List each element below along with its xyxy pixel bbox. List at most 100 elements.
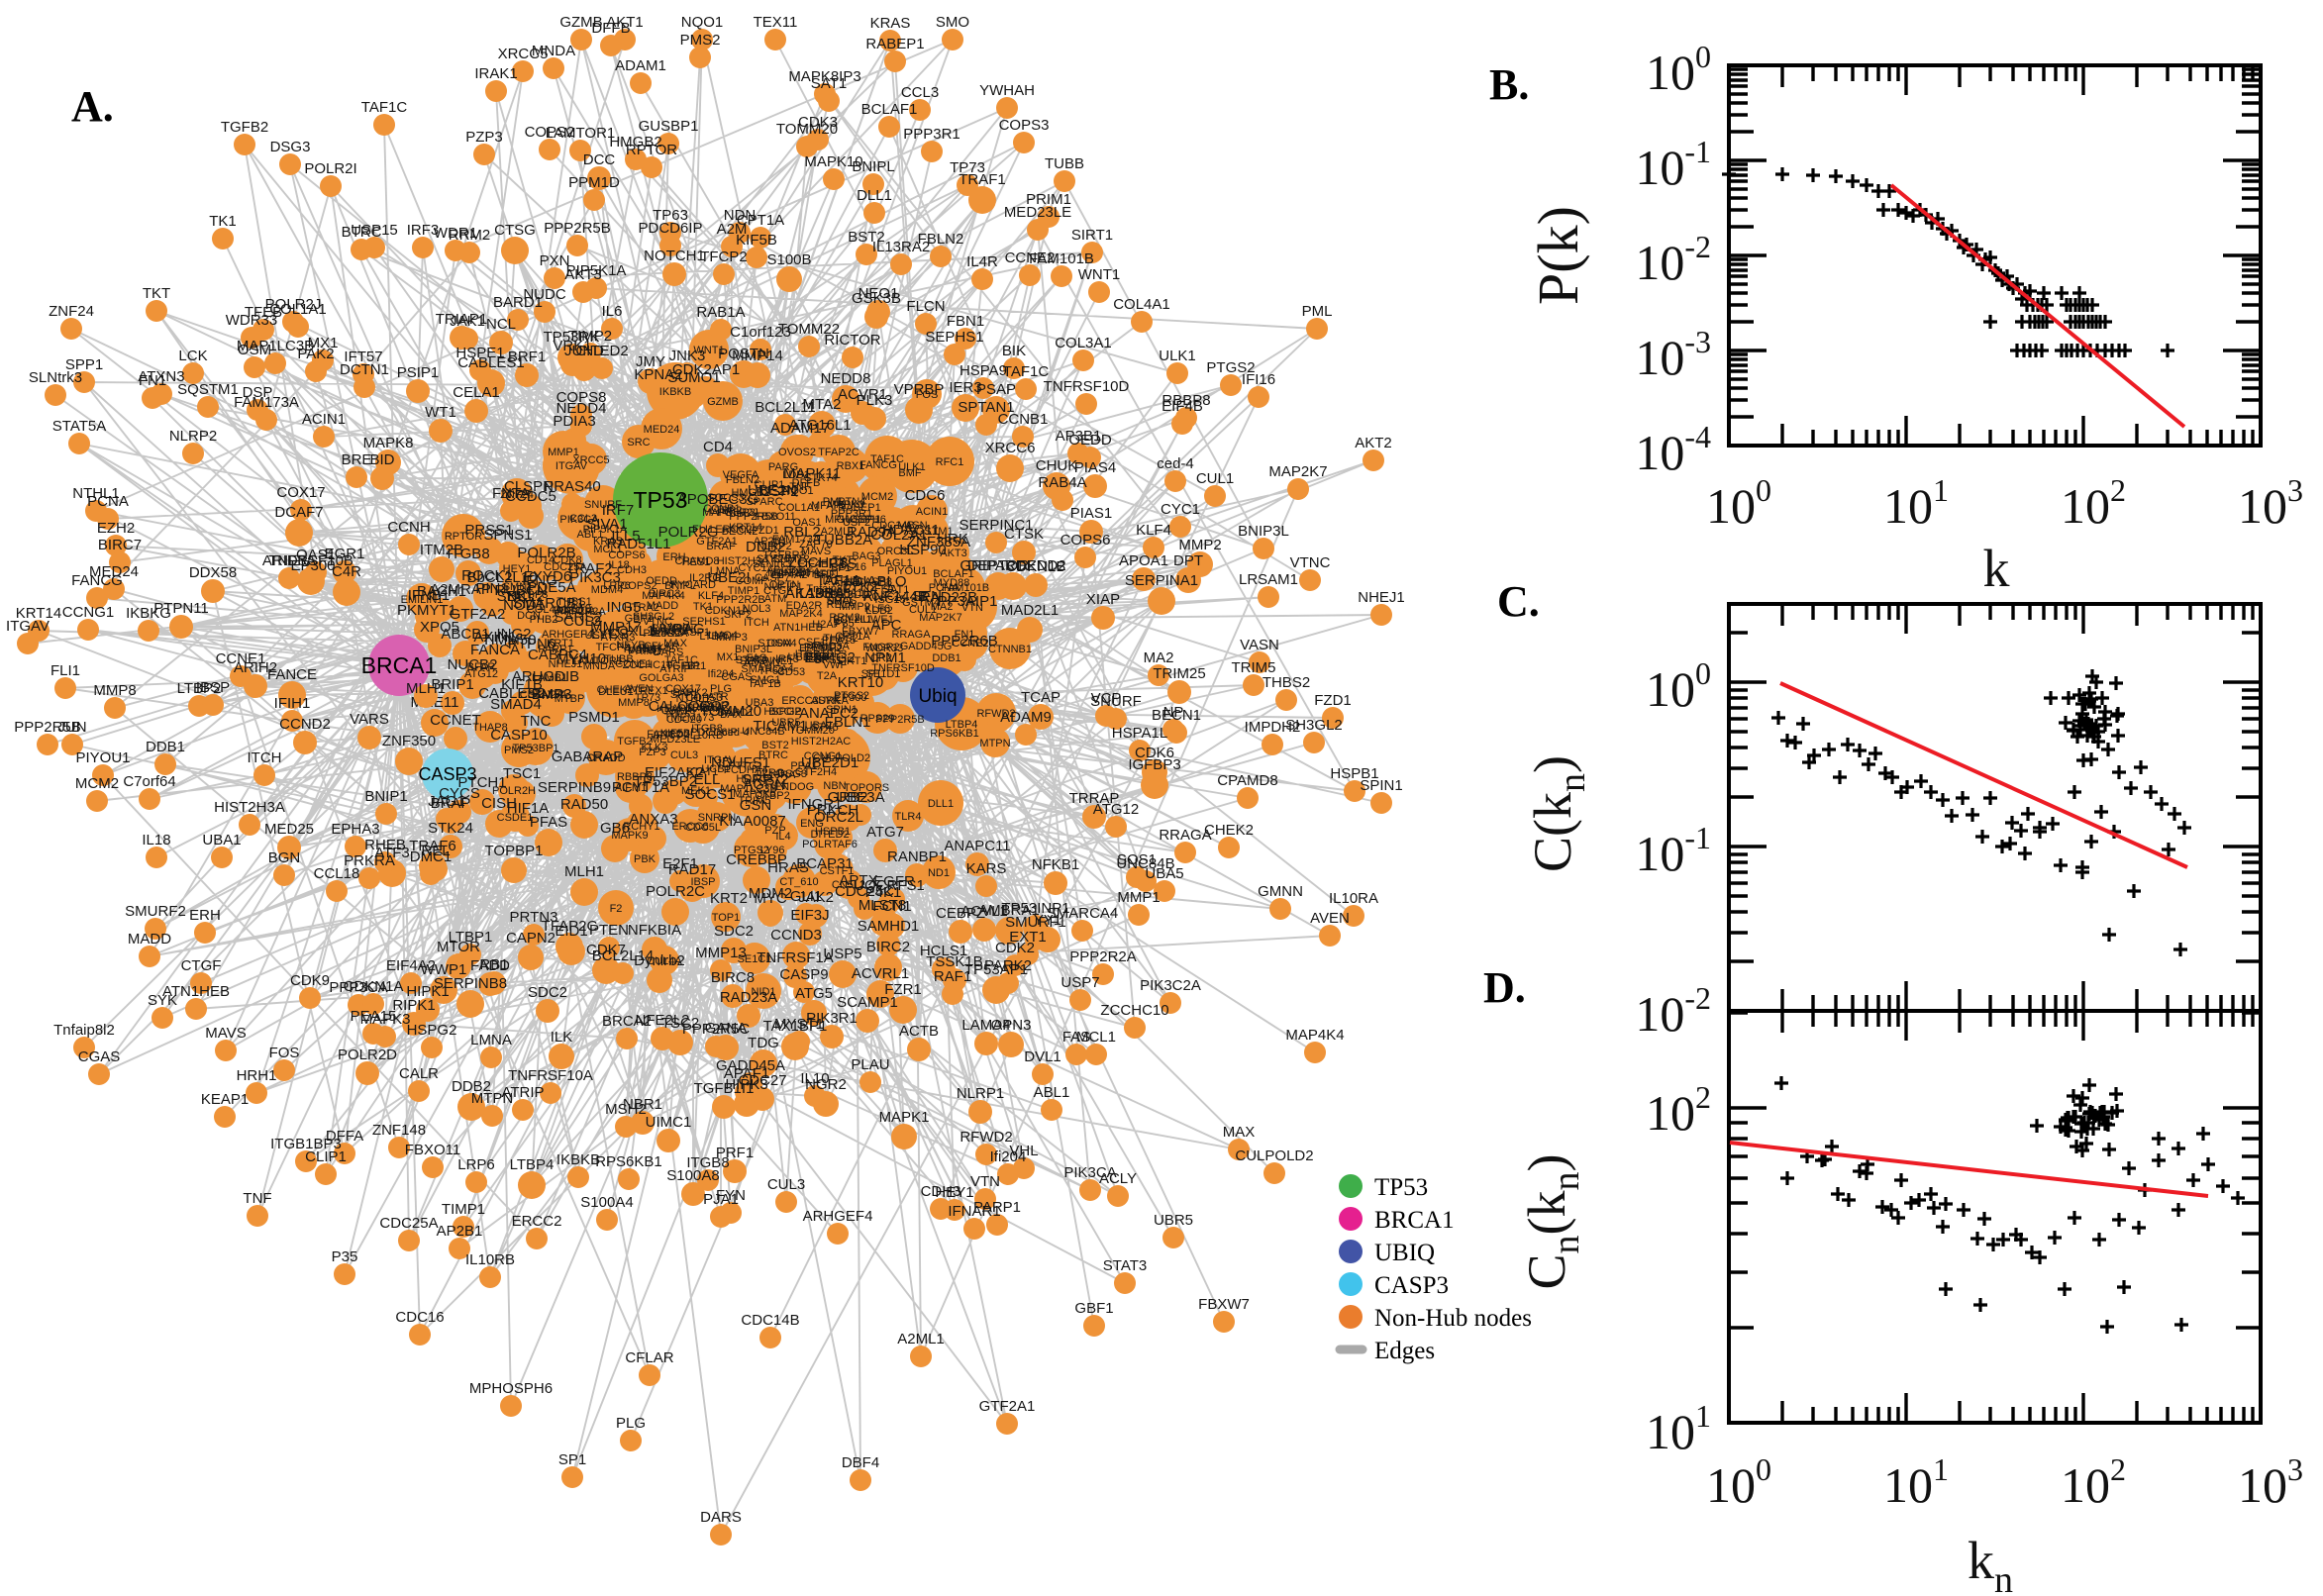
svg-text:IL2RG: IL2RG [689,572,721,584]
svg-text:TGFB2: TGFB2 [221,119,268,136]
svg-text:MYD88: MYD88 [934,577,970,589]
svg-text:UIMC1: UIMC1 [646,1114,692,1131]
svg-text:GSTM4: GSTM4 [902,597,940,609]
svg-text:PIK3C2A: PIK3C2A [643,628,688,640]
svg-text:TIMP1: TIMP1 [728,585,759,597]
svg-text:DSP: DSP [243,384,273,401]
svg-text:VTNC: VTNC [643,616,672,628]
svg-text:THBS2: THBS2 [823,633,858,645]
svg-text:CCL18: CCL18 [314,865,360,882]
svg-text:TREX1: TREX1 [633,685,667,697]
svg-text:USP15: USP15 [661,705,696,717]
svg-text:TRIM25: TRIM25 [1153,665,1205,682]
svg-text:CTGF: CTGF [763,585,793,597]
svg-text:HSPB1: HSPB1 [1330,765,1378,782]
svg-text:PDCD6IP: PDCD6IP [690,727,738,739]
svg-text:KEAP1: KEAP1 [201,1091,249,1108]
svg-text:FBXW7: FBXW7 [1198,1296,1250,1313]
svg-text:NLRP1: NLRP1 [957,1085,1004,1102]
svg-text:TOPORS: TOPORS [844,782,889,794]
svg-text:TRAF1: TRAF1 [959,171,1006,188]
svg-text:POLR2B: POLR2B [517,545,575,561]
svg-text:BRIP1: BRIP1 [431,676,473,693]
svg-text:NTHL1: NTHL1 [72,485,120,502]
svg-text:TSC2: TSC2 [661,1015,699,1032]
svg-text:MAP1LC3B: MAP1LC3B [237,338,314,354]
svg-text:SMARCB1: SMARCB1 [513,595,585,612]
svg-text:IFNAR1: IFNAR1 [948,1203,1000,1220]
svg-text:ACIN1: ACIN1 [916,506,948,518]
svg-text:SUMO1: SUMO1 [667,369,720,386]
svg-text:SPP1: SPP1 [670,689,698,701]
svg-text:IL10: IL10 [800,1070,829,1087]
svg-text:ADAM17: ADAM17 [770,420,830,437]
svg-text:PIAS4: PIAS4 [1074,459,1117,476]
svg-text:PMS2: PMS2 [504,745,534,756]
svg-text:FN1: FN1 [139,372,166,389]
svg-text:PLAU: PLAU [851,1056,889,1073]
svg-text:BNIP1: BNIP1 [364,788,407,805]
svg-text:FADD: FADD [470,957,510,974]
svg-text:PDE10A: PDE10A [554,605,596,617]
svg-text:BRCA1: BRCA1 [361,652,438,678]
svg-text:PTGS2: PTGS2 [734,845,769,856]
svg-text:NFYB: NFYB [616,640,645,651]
svg-text:IL10RA: IL10RA [759,769,796,781]
svg-text:SPP1: SPP1 [65,356,103,373]
svg-text:POLR2C: POLR2C [646,883,705,900]
svg-text:TGFB2: TGFB2 [617,736,652,748]
svg-text:WNT1: WNT1 [693,345,724,356]
svg-text:FBLN1: FBLN1 [825,714,871,731]
svg-text:PDCD6IP: PDCD6IP [638,220,702,237]
svg-text:FLCN: FLCN [906,298,945,315]
svg-text:MA2: MA2 [1144,649,1174,666]
svg-text:UBE2N: UBE2N [748,482,797,499]
svg-text:TP53INP1: TP53INP1 [1001,900,1069,917]
svg-text:PTEN: PTEN [589,922,629,939]
svg-text:GABARAP: GABARAP [552,748,624,765]
svg-text:CABLES1: CABLES1 [457,354,525,371]
svg-text:CHEK2: CHEK2 [1204,822,1254,839]
svg-text:RAD23B: RAD23B [920,589,977,606]
svg-text:CDC16: CDC16 [395,1309,444,1326]
svg-text:RAB4A: RAB4A [1038,474,1086,491]
svg-text:BGN: BGN [806,650,830,662]
svg-text:FANCE: FANCE [267,666,317,683]
svg-text:MMP1: MMP1 [1117,889,1160,906]
svg-text:CCNG1: CCNG1 [62,604,115,621]
svg-text:MCL1: MCL1 [1076,1029,1116,1046]
svg-text:TSSK1B: TSSK1B [926,953,983,970]
svg-text:JAK2: JAK2 [798,889,834,906]
svg-text:ZNF350: ZNF350 [382,733,436,749]
svg-text:CASP7: CASP7 [755,572,790,584]
svg-text:RRAGA: RRAGA [891,629,931,641]
svg-text:IMPDH2: IMPDH2 [1245,719,1301,736]
svg-text:CAPN2: CAPN2 [506,930,556,947]
svg-text:CDC25A: CDC25A [379,1215,438,1232]
svg-text:C7orf64: C7orf64 [123,773,175,790]
svg-text:CASP10: CASP10 [490,727,548,744]
svg-text:PIP5K1A: PIP5K1A [583,524,628,536]
svg-text:CHEK2: CHEK2 [597,684,634,696]
svg-text:MLST8: MLST8 [858,897,906,914]
svg-text:JMY: JMY [636,353,665,370]
svg-text:TICAM1: TICAM1 [753,718,807,735]
svg-text:IBSP: IBSP [690,876,715,888]
svg-text:TGFB1I1: TGFB1I1 [694,1080,755,1097]
svg-text:AKT3: AKT3 [564,266,602,283]
svg-text:EDA2R: EDA2R [786,600,823,612]
svg-text:UVRAG: UVRAG [652,621,704,638]
svg-text:TLR4: TLR4 [895,811,922,823]
svg-text:SMURF1: SMURF1 [1005,914,1066,931]
svg-text:k: k [1983,539,2010,598]
svg-text:APAF1: APAF1 [724,1065,769,1082]
svg-text:UBA5: UBA5 [1145,865,1183,882]
svg-text:CASP1: CASP1 [674,627,710,639]
svg-text:PTTG1: PTTG1 [728,760,762,772]
svg-text:PPA1: PPA1 [790,760,817,772]
svg-text:101: 101 [1883,472,1949,534]
svg-text:PPP2R5B: PPP2R5B [729,511,778,523]
svg-text:ERH: ERH [662,551,685,563]
svg-text:ARID3A: ARID3A [262,552,316,569]
svg-text:MCM2: MCM2 [75,775,119,792]
